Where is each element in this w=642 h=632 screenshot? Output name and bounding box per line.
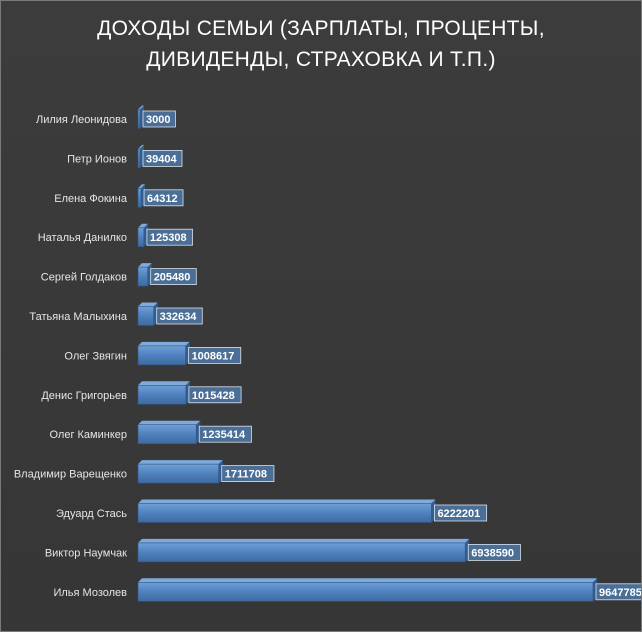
bar-top-face (138, 341, 190, 346)
bar-front (137, 503, 432, 523)
data-label-box (434, 504, 488, 522)
data-label: 3000 (146, 114, 170, 126)
bar (137, 578, 597, 602)
bar-front (137, 463, 220, 484)
chart-title-line-2: ДИВИДЕНДЫ, СТРАХОВКА И Т.П.) (146, 48, 496, 71)
bar (137, 538, 470, 563)
category-label: Владимир Варещенко (14, 469, 127, 481)
bar (137, 499, 436, 523)
category-label: Денис Григорьев (41, 390, 127, 402)
bar (137, 381, 190, 405)
bar-front (137, 345, 186, 366)
bar-front (137, 581, 594, 602)
category-label: Эдуард Стась (56, 508, 127, 520)
data-label: 1235414 (202, 429, 246, 441)
bar-front (137, 424, 197, 445)
bar-top-face (138, 460, 223, 465)
data-label: 332634 (160, 311, 198, 323)
data-label: 1711708 (225, 469, 267, 481)
data-label: 6222201 (437, 508, 480, 520)
data-label: 205480 (154, 272, 191, 284)
bar (137, 460, 223, 484)
data-label-box (188, 386, 242, 404)
data-label-box (595, 583, 641, 601)
data-label-box (156, 307, 203, 325)
category-label: Петр Ионов (67, 153, 127, 165)
bar-front (137, 109, 141, 129)
bar-top-face (138, 302, 158, 307)
bar-top-face (138, 263, 152, 268)
data-label-box (467, 544, 521, 561)
data-label: 6938590 (471, 547, 514, 559)
bar (137, 341, 190, 366)
data-label: 9647785 (599, 587, 641, 599)
bar-top-face (138, 223, 148, 228)
bar-top-face (138, 578, 597, 583)
bar-front (137, 384, 187, 405)
chart-title-line-1: ДОХОДЫ СЕМЬИ (ЗАРПЛАТЫ, ПРОЦЕНТЫ, (97, 17, 545, 40)
data-label: 64312 (147, 193, 178, 205)
category-label: Илья Мозолев (53, 587, 127, 599)
data-label-box (143, 189, 184, 207)
bar-top-face (138, 538, 470, 543)
data-label-box (198, 425, 252, 443)
bar (137, 302, 158, 326)
data-label-box (142, 110, 176, 128)
data-label-box (150, 268, 197, 286)
data-label-box (188, 346, 242, 364)
bar-front (137, 188, 142, 208)
bar-top-face (138, 499, 436, 504)
bar (137, 263, 152, 287)
category-label: Лилия Леонидова (36, 114, 128, 126)
bar-front (137, 148, 141, 169)
data-label: 1015428 (192, 390, 235, 402)
category-label: Татьяна Малыхина (29, 311, 128, 323)
category-label: Сергей Голдаков (41, 272, 127, 284)
bar-top-face (138, 144, 144, 149)
category-label: Елена Фокина (54, 193, 128, 205)
data-label: 1008617 (192, 350, 235, 362)
bar-front (137, 266, 148, 287)
bar (137, 223, 148, 247)
data-label-box (142, 149, 183, 167)
category-label: Олег Звягин (64, 350, 127, 362)
bar-front (137, 306, 154, 326)
bar (137, 420, 201, 445)
bar-top-face (138, 420, 201, 425)
category-label: Наталья Данилко (38, 232, 127, 244)
chart-title: ДОХОДЫ СЕМЬИ (ЗАРПЛАТЫ, ПРОЦЕНТЫ, ДИВИДЕ… (1, 13, 641, 75)
bar-top-face (138, 105, 144, 110)
bar-top-face (138, 184, 146, 189)
data-label-box (221, 465, 275, 483)
bar-top-face (138, 381, 190, 386)
data-label: 39404 (146, 153, 177, 165)
bar-front (137, 227, 145, 247)
bar-front (137, 542, 466, 563)
data-label: 125308 (150, 232, 187, 244)
category-label: Олег Каминкер (49, 429, 127, 441)
category-label: Виктор Наумчак (45, 547, 127, 559)
data-label-box (146, 228, 193, 246)
